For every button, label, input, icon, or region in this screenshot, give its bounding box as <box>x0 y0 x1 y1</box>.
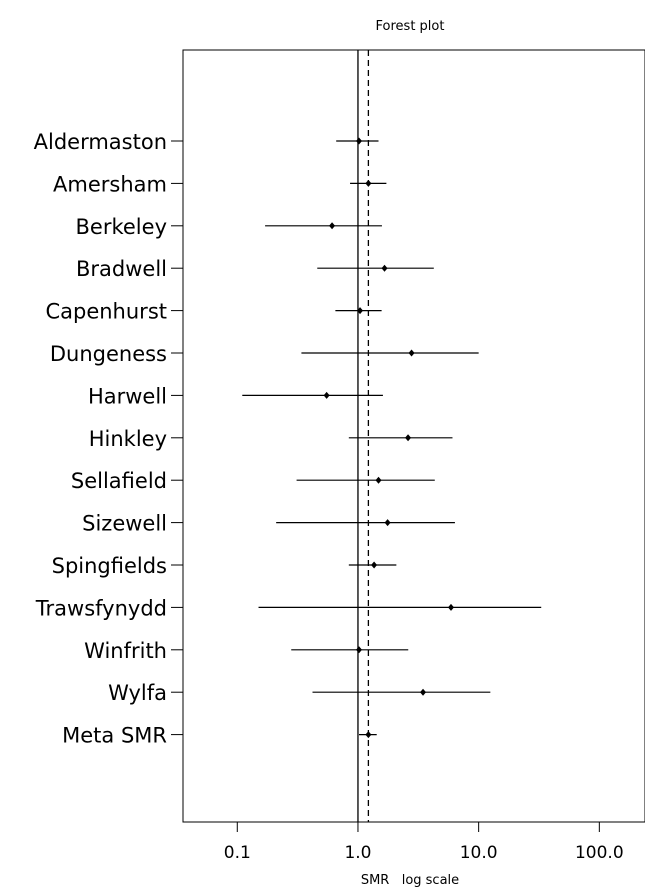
study-label: Amersham <box>53 172 167 196</box>
study-label: Aldermaston <box>34 130 167 154</box>
study-label: Bradwell <box>76 257 167 281</box>
study-row: Sizewell <box>82 512 455 536</box>
x-tick-label: 1.0 <box>344 843 371 863</box>
point-estimate <box>357 307 364 315</box>
study-label: Trawsfynydd <box>35 596 167 620</box>
study-row: Harwell <box>88 384 383 408</box>
study-label: Hinkley <box>89 427 167 451</box>
point-estimate <box>365 731 372 739</box>
study-rows: Aldermaston Amersham Berkeley Bradwell Capen… <box>34 130 542 748</box>
x-axis-label: SMR log scale <box>361 873 459 888</box>
plot-frame <box>182 49 645 823</box>
x-tick-label: 100.0 <box>575 843 624 863</box>
study-label: Winfrith <box>84 639 167 663</box>
study-row: Capenhurst <box>45 300 382 324</box>
study-row: Hinkley <box>89 427 453 451</box>
study-row: Berkeley <box>76 215 382 239</box>
point-estimate <box>371 561 378 569</box>
point-estimate <box>420 688 427 696</box>
point-estimate <box>381 264 388 272</box>
study-label: Meta SMR <box>62 724 167 748</box>
study-label: Spingfields <box>52 554 167 578</box>
study-row: Spingfields <box>52 554 397 578</box>
study-row: Amersham <box>53 172 387 196</box>
study-row: Bradwell <box>76 257 434 281</box>
study-label: Dungeness <box>50 342 167 366</box>
study-row: Trawsfynydd <box>35 596 542 620</box>
study-label: Sizewell <box>82 512 167 536</box>
point-estimate <box>323 391 330 399</box>
study-row: Dungeness <box>50 342 479 366</box>
study-label: Berkeley <box>76 215 167 239</box>
point-estimate <box>408 349 415 357</box>
study-row: Sellafield <box>71 469 435 493</box>
point-estimate <box>356 137 363 145</box>
point-estimate <box>365 179 372 187</box>
x-tick-label: 0.1 <box>224 843 251 863</box>
point-estimate <box>405 434 412 442</box>
point-estimate <box>329 222 336 230</box>
point-estimate <box>447 603 454 611</box>
study-row: Wylfa <box>108 681 491 705</box>
x-axis: 0.1 1.0 10.0 100.0 <box>224 822 624 863</box>
point-estimate <box>356 646 363 654</box>
study-label: Harwell <box>88 384 167 408</box>
study-row: Meta SMR <box>62 724 377 748</box>
study-label: Wylfa <box>108 681 167 705</box>
study-label: Capenhurst <box>45 300 167 324</box>
point-estimate <box>375 476 382 484</box>
x-tick-label: 10.0 <box>460 843 498 863</box>
study-label: Sellafield <box>71 469 167 493</box>
point-estimate <box>384 519 391 527</box>
study-row: Aldermaston <box>34 130 379 154</box>
study-row: Winfrith <box>84 639 409 663</box>
chart-title: Forest plot <box>376 19 445 34</box>
reference-lines <box>357 50 370 822</box>
